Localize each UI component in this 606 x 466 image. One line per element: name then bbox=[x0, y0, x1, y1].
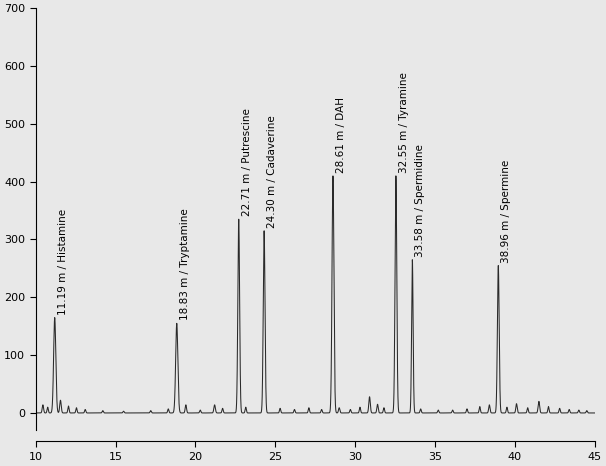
Text: 32.55 m / Tyramine: 32.55 m / Tyramine bbox=[399, 72, 409, 173]
Text: 33.58 m / Spermidine: 33.58 m / Spermidine bbox=[415, 144, 425, 257]
Text: 24.30 m / Cadaverine: 24.30 m / Cadaverine bbox=[267, 115, 277, 228]
Text: 38.96 m / Spermine: 38.96 m / Spermine bbox=[501, 159, 511, 263]
Text: 22.71 m / Putrescine: 22.71 m / Putrescine bbox=[242, 109, 251, 216]
Text: 28.61 m / DAH: 28.61 m / DAH bbox=[336, 97, 346, 173]
Text: 18.83 m / Tryptamine: 18.83 m / Tryptamine bbox=[179, 209, 190, 321]
Text: 11.19 m / Histamine: 11.19 m / Histamine bbox=[58, 208, 68, 315]
